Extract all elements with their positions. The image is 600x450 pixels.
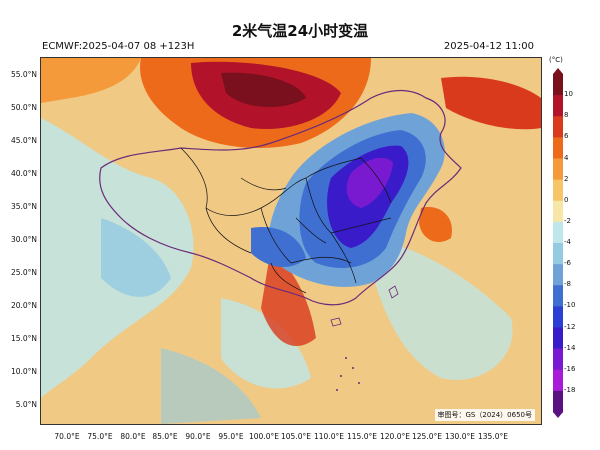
warm-zone-northeast (441, 76, 541, 130)
lon-label: 105.0°E (281, 432, 311, 441)
lon-label: 120.0°E (380, 432, 410, 441)
cool-patch-tibet (101, 218, 171, 297)
cool-patch-bay (161, 348, 261, 424)
map-area[interactable]: 审图号：GS（2024）0650号 (40, 57, 542, 425)
colorbar-tick-label: 10 (564, 90, 573, 99)
colorbar-extend-bottom (553, 412, 563, 418)
colorbar-segment (553, 243, 563, 265)
colorbar-tick-label: -8 (564, 280, 571, 289)
lat-label: 15.0°N (10, 334, 37, 343)
valid-time: 2025-04-12 11:00 (443, 41, 534, 52)
province-lines (180, 147, 392, 294)
colorbar-tick-label: -4 (564, 238, 571, 246)
lat-label: 35.0°N (10, 202, 37, 211)
colorbar-segment (553, 369, 563, 392)
lon-label: 115.0°E (347, 432, 377, 441)
colorbar-segment (553, 95, 563, 117)
colorbar-segment (553, 74, 563, 96)
cold-core (346, 157, 393, 208)
colorbar-segment (553, 306, 563, 328)
colorbar-segment (553, 348, 563, 371)
colorbar-unit: (°C) (549, 56, 563, 64)
colorbar (553, 68, 563, 418)
model-run-info: ECMWF:2025-04-07 08 +123H (42, 41, 195, 52)
lat-label: 10.0°N (10, 367, 37, 376)
temperature-change-map (41, 58, 541, 424)
map-title: 2米气温24小时变温 (231, 22, 369, 40)
lon-label: 90.0°E (185, 432, 211, 441)
colorbar-segment (553, 116, 563, 138)
lon-label: 85.0°E (152, 432, 178, 441)
colorbar-segment (553, 390, 563, 413)
lat-label: 30.0°N (10, 235, 37, 244)
colorbar-tick-label: -6 (564, 259, 571, 268)
cool-patch-indochina (221, 298, 311, 389)
colorbar-segment (553, 264, 563, 286)
island-taiwan (388, 285, 399, 299)
colorbar-tick-label: -14 (564, 343, 576, 352)
colorbar-tick-label: -10 (564, 301, 576, 310)
colorbar-tick-label: 8 (564, 111, 569, 120)
warm-zone-northwest (41, 58, 141, 103)
warm-patch-east (419, 207, 452, 243)
colorbar-segment (553, 200, 563, 223)
cold-zone-sichuan (251, 227, 306, 268)
colorbar-tick-label: -18 (564, 385, 576, 394)
colorbar-segment (553, 158, 563, 181)
colorbar-segment (553, 285, 563, 307)
lon-label: 130.0°E (445, 432, 475, 441)
national-boundary (99, 89, 462, 306)
colorbar-tick-label: -16 (564, 364, 576, 373)
lat-label: 20.0°N (10, 301, 37, 310)
hot-core-center (221, 72, 306, 108)
lon-label: 100.0°E (249, 432, 279, 441)
lat-label: 25.0°N (10, 268, 37, 277)
lon-label: 70.0°E (54, 432, 80, 441)
lon-label: 125.0°E (412, 432, 442, 441)
colorbar-tick-label: 0 (564, 195, 569, 204)
colorbar-tick-label: 6 (564, 132, 569, 141)
colorbar-segment (553, 221, 563, 244)
cool-patch-sea (371, 238, 513, 380)
lat-label: 50.0°N (10, 103, 37, 112)
south-sea-islands (336, 357, 360, 391)
colorbar-segment (553, 137, 563, 159)
warm-patch-south (261, 248, 316, 347)
colorbar-extend-top (553, 68, 563, 74)
colorbar-segment (553, 327, 563, 350)
lon-label: 95.0°E (218, 432, 244, 441)
colorbar-tick-label: -12 (564, 322, 576, 331)
lon-label: 135.0°E (478, 432, 508, 441)
island-hainan (330, 317, 342, 327)
lat-label: 55.0°N (10, 70, 37, 79)
lon-label: 75.0°E (87, 432, 113, 441)
colorbar-tick-label: -2 (564, 216, 571, 225)
lon-label: 80.0°E (120, 432, 146, 441)
lat-label: 40.0°N (10, 169, 37, 178)
lat-label: 5.0°N (15, 400, 37, 409)
lon-label: 110.0°E (314, 432, 344, 441)
colorbar-tick-label: 4 (564, 153, 569, 162)
colorbar-tick-label: 2 (564, 174, 569, 183)
colorbar-segment (553, 179, 563, 202)
lat-label: 45.0°N (10, 136, 37, 145)
approval-number: 审图号：GS（2024）0650号 (434, 409, 535, 421)
